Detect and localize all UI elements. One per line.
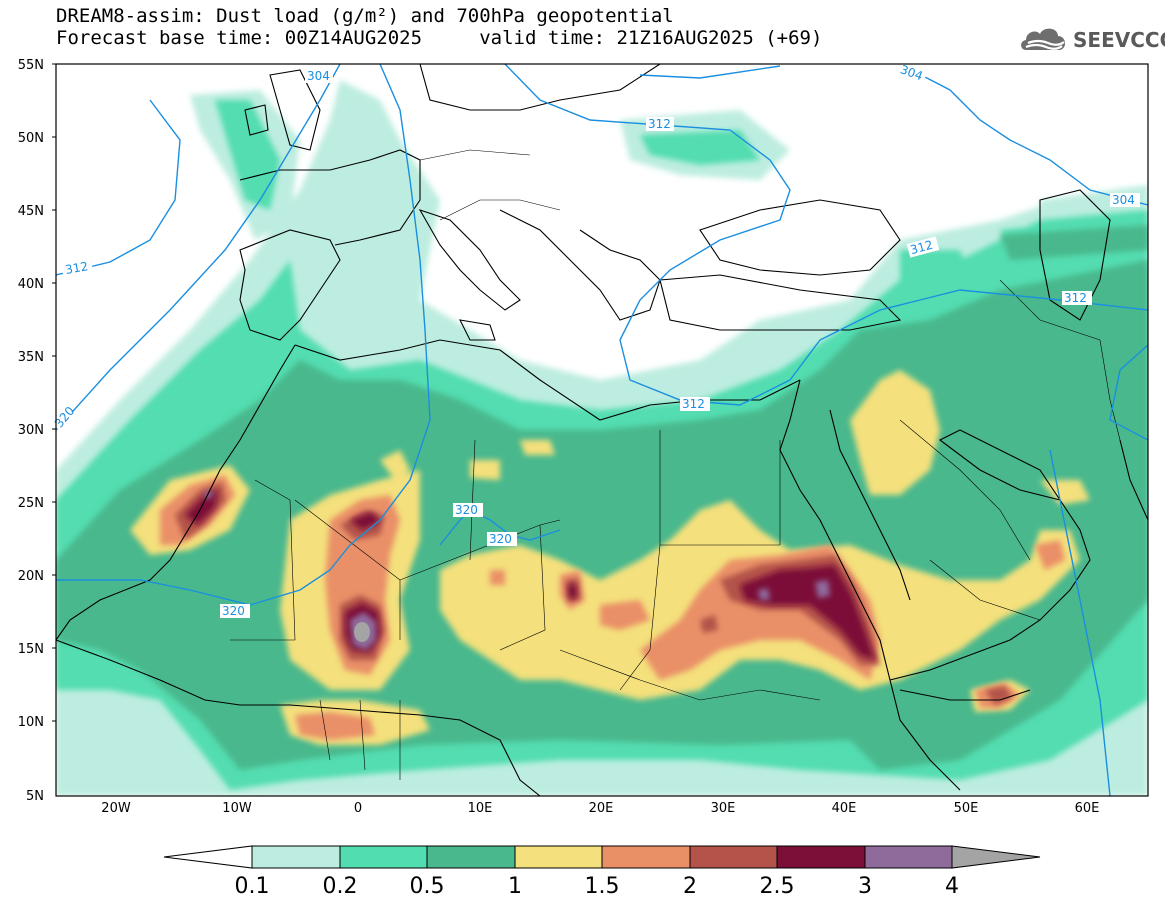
contour-label: 320 (455, 503, 478, 517)
colorbar-right-arrow (951, 845, 1041, 869)
lat-label: 55N (18, 58, 44, 73)
dust-field (56, 64, 1148, 796)
cloud-icon (1021, 28, 1066, 50)
lat-label: 5N (26, 789, 44, 804)
map-frame (55, 63, 1149, 797)
map-title: DREAM8-assim: Dust load (g/m²) and 700hP… (56, 5, 674, 27)
dust-band-4 (354, 622, 370, 642)
lat-label: 35N (18, 350, 44, 365)
lon-label: 10E (468, 801, 493, 816)
lat-label: 25N (18, 496, 44, 511)
colorbar-swatch (689, 845, 778, 869)
contour-label: 304 (307, 69, 330, 83)
colorbar-swatch (514, 845, 603, 869)
seevccc-logo: SEEVCCC (1018, 22, 1165, 60)
lon-label: 50E (954, 801, 979, 816)
lon-label: 20W (101, 801, 131, 816)
colorbar-label: 2.5 (760, 874, 795, 899)
colorbar-swatch (776, 845, 866, 869)
colorbar-label: 0.2 (323, 874, 358, 899)
lat-label: 20N (18, 569, 44, 584)
colorbar-left-arrow (163, 845, 253, 869)
lat-ticks (52, 63, 56, 722)
contour-label: 320 (222, 604, 245, 618)
contour-label: 312 (648, 117, 671, 131)
colorbar: 0.1 0.2 0.5 1 1.5 2 2.5 3 4 (163, 845, 1041, 899)
lon-label: 30E (711, 801, 736, 816)
lon-label: 10W (222, 801, 252, 816)
contour-labels: 304 304 304 312 312 312 312 312 320 320 … (50, 61, 1140, 618)
contour-label: 312 (909, 238, 935, 257)
latitude-labels: 55N 50N 45N 40N 35N 30N 25N 20N 15N 10N … (18, 58, 44, 804)
lon-label: 40E (832, 801, 857, 816)
coastlines (56, 64, 1148, 796)
contour-label: 312 (682, 397, 705, 411)
lat-label: 10N (18, 715, 44, 730)
colorbar-label: 0.1 (235, 874, 270, 899)
colorbar-swatch (339, 845, 428, 869)
colorbar-label: 3 (858, 874, 872, 899)
lat-label: 15N (18, 642, 44, 657)
lon-label: 0 (354, 801, 362, 816)
forecast-time: Forecast base time: 00Z14AUG2025 valid t… (56, 27, 823, 49)
lon-label: 20E (589, 801, 614, 816)
contour-label: 304 (1112, 193, 1135, 207)
logo-text: SEEVCCC (1073, 28, 1165, 52)
lat-label: 50N (18, 131, 44, 146)
geopotential-contours (56, 64, 1148, 796)
colorbar-swatch (251, 845, 341, 869)
lat-label: 40N (18, 277, 44, 292)
colorbar-label: 2 (683, 874, 697, 899)
lon-label: 60E (1075, 801, 1100, 816)
colorbar-swatch (864, 845, 953, 869)
colorbar-label: 1 (508, 874, 522, 899)
contour-label: 312 (1064, 291, 1087, 305)
lat-label: 45N (18, 204, 44, 219)
colorbar-label: 0.5 (410, 874, 445, 899)
colorbar-label: 1.5 (585, 874, 620, 899)
contour-label: 312 (64, 259, 89, 277)
colorbar-label: 4 (945, 874, 959, 899)
contour-label: 320 (489, 532, 512, 546)
borders (230, 149, 1121, 780)
colorbar-swatch (601, 845, 691, 869)
lat-label: 30N (18, 423, 44, 438)
longitude-labels: 20W 10W 0 10E 20E 30E 40E 50E 60E (101, 801, 1099, 816)
colorbar-swatch (426, 845, 516, 869)
